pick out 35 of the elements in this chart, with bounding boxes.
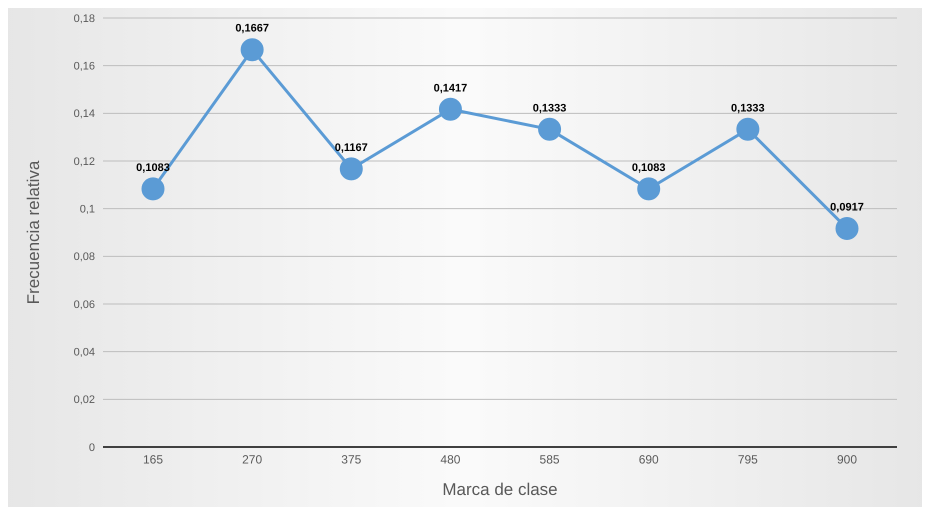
x-tick-label: 480 (440, 452, 461, 467)
data-label: 0,1333 (532, 102, 566, 114)
data-label: 0,1167 (334, 142, 368, 154)
y-tick-label: 0,18 (74, 12, 95, 25)
point (637, 177, 660, 200)
point (142, 177, 164, 200)
x-tick-label: 165 (142, 452, 164, 467)
y-tick-label: 0,14 (74, 108, 95, 120)
point (736, 118, 760, 141)
point (836, 216, 858, 240)
x-tick-label: 795 (738, 452, 758, 467)
y-tick-label: 0,08 (74, 251, 95, 264)
y-tick-label: 0,06 (74, 298, 95, 311)
y-tick-label: 0,16 (74, 60, 95, 73)
point (538, 118, 562, 141)
y-tick-label: 0,04 (74, 346, 95, 359)
point (340, 157, 363, 180)
x-tick-label: 585 (540, 452, 560, 467)
y-tick-label: 0 (88, 442, 95, 454)
data-label: 0,0917 (830, 201, 864, 214)
x-tick-label: 375 (341, 452, 362, 467)
x-axis-title: Marca de clase (442, 480, 558, 499)
data-label: 0,1667 (235, 22, 269, 35)
point (240, 38, 264, 62)
y-tick-label: 0,02 (74, 394, 95, 406)
x-tick-label: 690 (638, 452, 660, 467)
point (438, 98, 462, 121)
x-tick-label: 270 (242, 452, 262, 467)
y-axis-title: Frecuencia relativa (24, 160, 44, 304)
y-tick-label: 0,1 (80, 204, 95, 216)
data-label: 0,1417 (434, 82, 468, 94)
data-label: 0,1083 (632, 162, 666, 174)
x-tick-label: 900 (836, 452, 858, 467)
y-tick-label: 0,12 (74, 156, 95, 168)
data-label: 0,1333 (731, 102, 765, 114)
